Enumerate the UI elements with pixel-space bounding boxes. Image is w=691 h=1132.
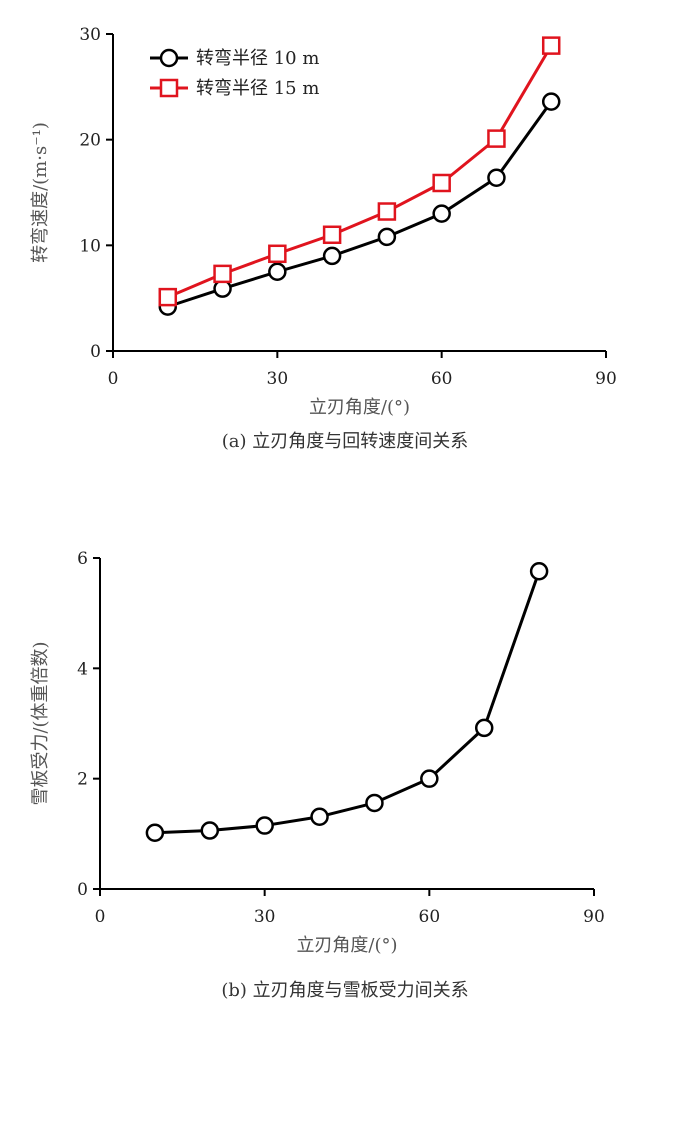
data-point-square [268, 244, 287, 264]
x-tick-label: 0 [95, 907, 106, 927]
data-point-circle [200, 821, 220, 840]
figure-caption: (a) 立刃角度与回转速度间关系 [222, 431, 469, 452]
data-point-circle [322, 246, 342, 266]
figure-caption: (b) 立刃角度与雪板受力间关系 [221, 980, 468, 1001]
data-point-square [377, 202, 397, 221]
data-point-circle [145, 823, 165, 842]
y-tick-label: 0 [90, 342, 101, 362]
y-tick-label: 4 [77, 659, 88, 679]
legend-label: 转弯半径 15 m [196, 78, 319, 99]
data-point-square [213, 264, 232, 284]
data-point-square [432, 173, 451, 193]
series-line [154, 570, 541, 835]
data-point-circle [377, 227, 397, 247]
x-tick-label: 30 [267, 369, 289, 389]
data-point-circle [487, 168, 506, 187]
data-point-square [158, 287, 178, 307]
y-tick-label: 10 [79, 236, 101, 256]
x-tick-label: 0 [108, 369, 119, 389]
legend-marker-circle [159, 48, 179, 68]
x-tick-label: 90 [583, 907, 605, 927]
y-tick-label: 6 [77, 549, 88, 569]
legend-label: 转弯半径 10 m [196, 48, 319, 69]
data-point-circle [255, 816, 274, 835]
data-point-circle [420, 769, 439, 788]
data-point-circle [365, 793, 384, 813]
data-point-circle [474, 718, 494, 738]
x-axis-label: 立刃角度/(°) [309, 397, 410, 418]
y-tick-label: 2 [77, 770, 88, 790]
legend-marker-square [159, 78, 179, 98]
data-point-circle [529, 561, 549, 581]
x-tick-label: 90 [595, 369, 617, 389]
data-point-circle [432, 204, 451, 223]
y-tick-label: 30 [79, 25, 101, 45]
y-tick-label: 0 [77, 880, 88, 900]
y-axis-label: 转弯速度/(m·s⁻¹) [30, 122, 51, 263]
data-point-square [322, 225, 342, 245]
chart-b: 0 30 60 90 0 2 4 6 立刃角度/(°) 雪板受力/(体重倍数) (b) 立刃角度与雪… [30, 549, 605, 1001]
data-point-square [487, 129, 506, 148]
data-point-circle [310, 807, 329, 826]
data-point-circle [541, 92, 561, 111]
x-tick-label: 60 [419, 907, 441, 927]
chart-a: 0 30 60 90 0 10 20 30 立刃角度/(°) 转弯速度/(m·s⁻¹) (a) 立刃… [30, 25, 617, 452]
x-tick-label: 60 [431, 369, 453, 389]
y-axis-label: 雪板受力/(体重倍数) [30, 641, 51, 805]
series-line [167, 100, 553, 309]
data-point-circle [268, 262, 287, 281]
data-point-square [541, 36, 561, 55]
y-tick-label: 20 [79, 131, 101, 151]
x-tick-label: 30 [254, 907, 276, 927]
x-axis-label: 立刃角度/(°) [296, 935, 397, 956]
